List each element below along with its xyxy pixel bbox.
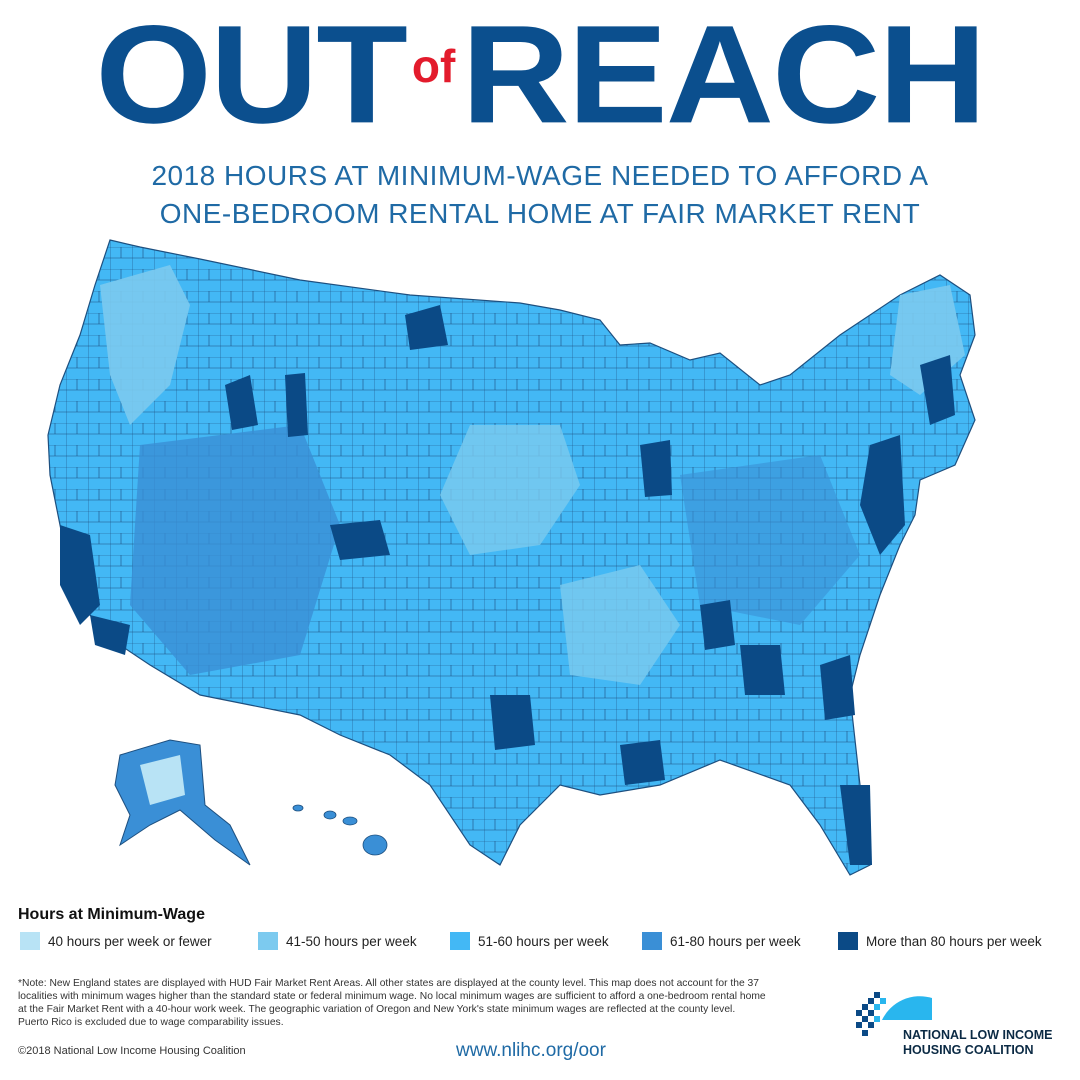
title-out: OUT: [95, 0, 408, 153]
region-light-west: [100, 265, 190, 425]
us-map-svg: [47, 239, 976, 876]
alaska: [114, 739, 251, 866]
main-title: OUT ofREACH: [0, 4, 1080, 144]
region-light-central: [440, 425, 580, 555]
legend-label: 41-50 hours per week: [286, 933, 417, 949]
legend-item-41-50: 41-50 hours per week: [258, 932, 417, 950]
legend-label: 61-80 hours per week: [670, 933, 801, 949]
legend-label: More than 80 hours per week: [866, 933, 1042, 949]
us-map: [0, 225, 1080, 895]
legend-label: 51-60 hours per week: [478, 933, 609, 949]
legend-swatch: [642, 932, 662, 950]
legend-title: Hours at Minimum-Wage: [18, 906, 205, 923]
legend-item-51-60: 51-60 hours per week: [450, 932, 609, 950]
region-light-south: [560, 565, 680, 685]
subtitle: 2018 HOURS AT MINIMUM-WAGE NEEDED TO AFF…: [0, 157, 1080, 233]
subtitle-line-1: 2018 HOURS AT MINIMUM-WAGE NEEDED TO AFF…: [151, 160, 929, 191]
legend-swatch: [20, 932, 40, 950]
legend-swatch: [838, 932, 858, 950]
legend-label: 40 hours per week or fewer: [48, 933, 212, 949]
dark-hotspots: [60, 305, 955, 865]
org-name-line-1: NATIONAL LOW INCOME: [903, 1028, 1053, 1042]
legend: 40 hours per week or fewer 41-50 hours p…: [20, 932, 1070, 954]
legend-swatch: [450, 932, 470, 950]
website-link[interactable]: www.nlihc.org/oor: [456, 1040, 606, 1061]
legend-swatch: [258, 932, 278, 950]
title-of: of: [411, 40, 456, 92]
copyright: ©2018 National Low Income Housing Coalit…: [18, 1045, 246, 1057]
org-name: NATIONAL LOW INCOME HOUSING COALITION: [903, 1028, 1053, 1058]
legend-item-40-or-fewer: 40 hours per week or fewer: [20, 932, 212, 950]
region-mid-blue: [130, 425, 340, 675]
subtitle-line-2: ONE-BEDROOM RENTAL HOME AT FAIR MARKET R…: [159, 198, 921, 229]
region-mid-blue-east: [680, 455, 860, 625]
alaska-light: [140, 755, 185, 805]
footnote: *Note: New England states are displayed …: [18, 978, 766, 1028]
org-name-line-2: HOUSING COALITION: [903, 1043, 1034, 1057]
title-reach: REACH: [461, 0, 986, 153]
hawaii: [292, 804, 388, 856]
legend-item-more-than-80: More than 80 hours per week: [838, 932, 1042, 950]
legend-item-61-80: 61-80 hours per week: [642, 932, 801, 950]
nlihc-logo-icon: [856, 992, 932, 1036]
